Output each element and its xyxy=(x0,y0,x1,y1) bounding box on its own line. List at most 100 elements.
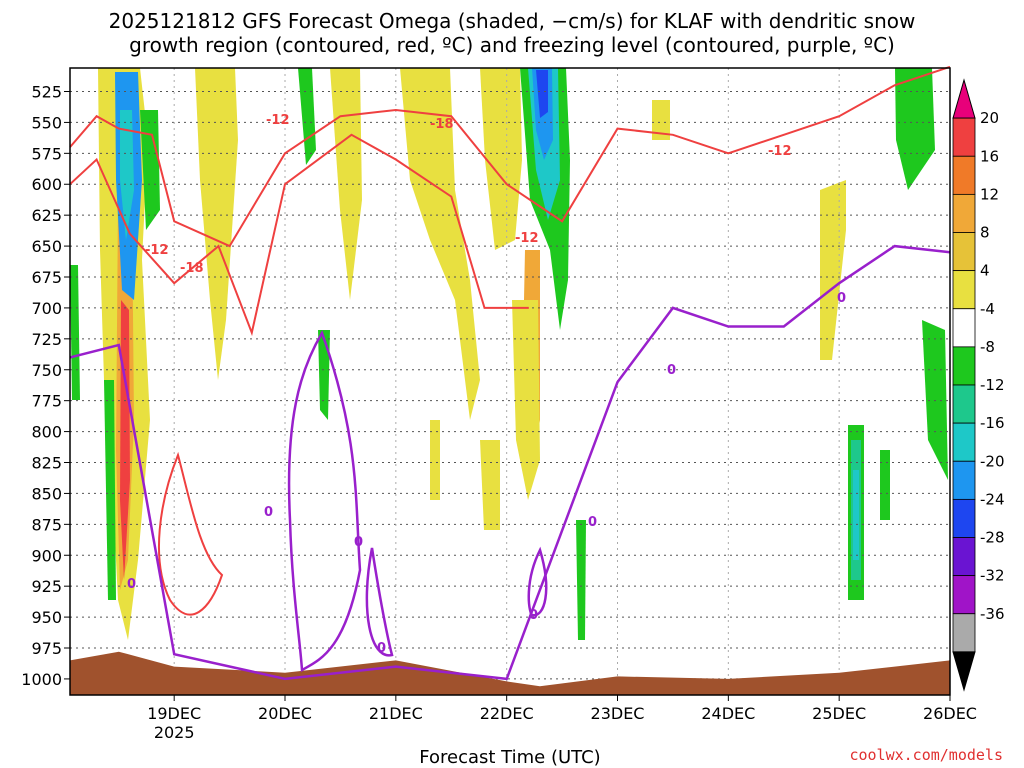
colorbar: 20 16 12 8 4 -4 -8 -12 -16 -20 -24 -28 -32 -36 xyxy=(952,78,1005,692)
colorbar-label: 16 xyxy=(980,147,999,165)
dgz-label: -18 xyxy=(180,261,204,276)
colorbar-label: 12 xyxy=(980,185,999,203)
freezing-label: 0 xyxy=(588,515,597,530)
colorbar-swatch xyxy=(952,270,976,310)
chart-title-line2: growth region (contoured, red, ºC) and f… xyxy=(129,33,895,57)
x-tick-label: 21DEC xyxy=(369,704,423,723)
colorbar-label: -32 xyxy=(980,567,1005,585)
colorbar-swatch xyxy=(952,155,976,195)
colorbar-swatch xyxy=(952,575,976,615)
colorbar-label: 4 xyxy=(980,262,990,280)
colorbar-swatch xyxy=(952,308,976,348)
colorbar-label: -28 xyxy=(980,529,1005,547)
freezing-loop-1 xyxy=(287,330,362,673)
dgz-label: -18 xyxy=(430,117,454,132)
y-tick-label: 800 xyxy=(31,423,62,442)
colorbar-swatch xyxy=(952,384,976,424)
y-tick-label: 950 xyxy=(31,608,62,627)
freezing-label: 0 xyxy=(354,535,363,550)
plot-frame xyxy=(69,67,951,696)
y-tick-label: 700 xyxy=(31,299,62,318)
colorbar-label: -8 xyxy=(980,338,995,356)
colorbar-swatch xyxy=(952,346,976,386)
colorbar-label: -24 xyxy=(980,490,1005,508)
y-tick-label: 900 xyxy=(31,546,62,565)
freezing-label: 0 xyxy=(127,577,136,592)
dgz-label: -12 xyxy=(515,231,539,246)
colorbar-label: -20 xyxy=(980,452,1005,470)
colorbar-swatch xyxy=(952,498,976,538)
freezing-label: 0 xyxy=(377,641,386,656)
omega-blob-cyan-1 xyxy=(120,110,134,240)
omega-blob-green-6 xyxy=(318,330,330,420)
x-tick-label: 20DEC xyxy=(258,704,312,723)
colorbar-top-arrow xyxy=(952,78,976,119)
y-tick-label: 750 xyxy=(31,361,62,380)
y-tick-label: 975 xyxy=(31,639,62,658)
plot-area: -12 -18 -12 -18 -12 -12 0 0 0 0 0 0 0 0 xyxy=(69,65,951,696)
colorbar-bottom-arrow xyxy=(952,651,976,692)
chart-title-line1: 2025121812 GFS Forecast Omega (shaded, −… xyxy=(109,9,916,33)
omega-blob-green-5 xyxy=(298,68,316,165)
dgz-contour-minus18 xyxy=(69,133,529,337)
omega-blob-yellow-5 xyxy=(480,68,522,250)
y-tick-label: 550 xyxy=(31,113,62,132)
freezing-level-contour xyxy=(69,244,951,681)
omega-blob-green-7 xyxy=(576,520,586,640)
colorbar-swatch xyxy=(952,232,976,272)
omega-blob-green-2 xyxy=(70,265,80,400)
colorbar-label: -16 xyxy=(980,414,1005,432)
y-tick-label: 850 xyxy=(31,484,62,503)
x-tick-label: 25DEC xyxy=(812,704,866,723)
omega-blob-cyan-3 xyxy=(853,470,859,560)
omega-blob-green-3 xyxy=(140,110,160,230)
x-tick-label: 19DEC xyxy=(147,704,201,723)
omega-blob-yellow-7 xyxy=(652,100,670,140)
x-axis-label: Forecast Time (UTC) xyxy=(419,747,600,768)
dgz-contour-minus12 xyxy=(69,65,951,248)
omega-blob-green-9 xyxy=(922,320,948,480)
colorbar-swatch xyxy=(952,117,976,157)
colorbar-label: 20 xyxy=(980,109,999,127)
y-tick-label: 925 xyxy=(31,577,62,596)
y-tick-label: 525 xyxy=(31,82,62,101)
y-tick-label: 650 xyxy=(31,237,62,256)
omega-blob-yellow-4 xyxy=(400,68,480,420)
y-tick-label: 725 xyxy=(31,330,62,349)
y-tick-label: 825 xyxy=(31,454,62,473)
omega-blob-yellow-9 xyxy=(430,420,440,500)
freezing-loop-2 xyxy=(527,546,548,617)
omega-blob-yellow-2 xyxy=(195,68,238,380)
freezing-loop-3 xyxy=(365,547,394,657)
contour-labels: -12 -18 -12 -18 -12 -12 0 0 0 0 0 0 0 0 xyxy=(127,113,846,656)
x-tick-label: 23DEC xyxy=(591,704,645,723)
credit-text: coolwx.com/models xyxy=(849,746,1003,764)
freezing-label: 0 xyxy=(264,505,273,520)
x-tick-label: 24DEC xyxy=(701,704,755,723)
dgz-label: -12 xyxy=(768,144,792,159)
colorbar-swatch xyxy=(952,613,976,653)
y-tick-label: 600 xyxy=(31,175,62,194)
dgz-contour-loop xyxy=(157,451,224,616)
colorbar-label: -36 xyxy=(980,605,1005,623)
colorbar-swatch xyxy=(952,460,976,500)
dgz-label: -12 xyxy=(266,113,290,128)
y-tick-label: 575 xyxy=(31,144,62,163)
colorbar-label: 8 xyxy=(980,224,990,242)
colorbar-swatch xyxy=(952,422,976,462)
y-tick-label: 625 xyxy=(31,206,62,225)
omega-blob-green-1 xyxy=(104,380,116,600)
colorbar-label: -12 xyxy=(980,376,1005,394)
omega-blob-green-8 xyxy=(895,68,935,190)
omega-blob-yellow-6 xyxy=(512,300,540,500)
colorbar-swatch xyxy=(952,193,976,233)
x-tick-label: 22DEC xyxy=(480,704,534,723)
x-tick-sublabel: 2025 xyxy=(154,723,195,742)
omega-blob-green-11 xyxy=(880,450,890,520)
y-tick-label: 775 xyxy=(31,392,62,411)
freezing-label: 0 xyxy=(529,608,538,623)
x-tick-label: 26DEC xyxy=(923,704,977,723)
y-tick-label: 875 xyxy=(31,515,62,534)
